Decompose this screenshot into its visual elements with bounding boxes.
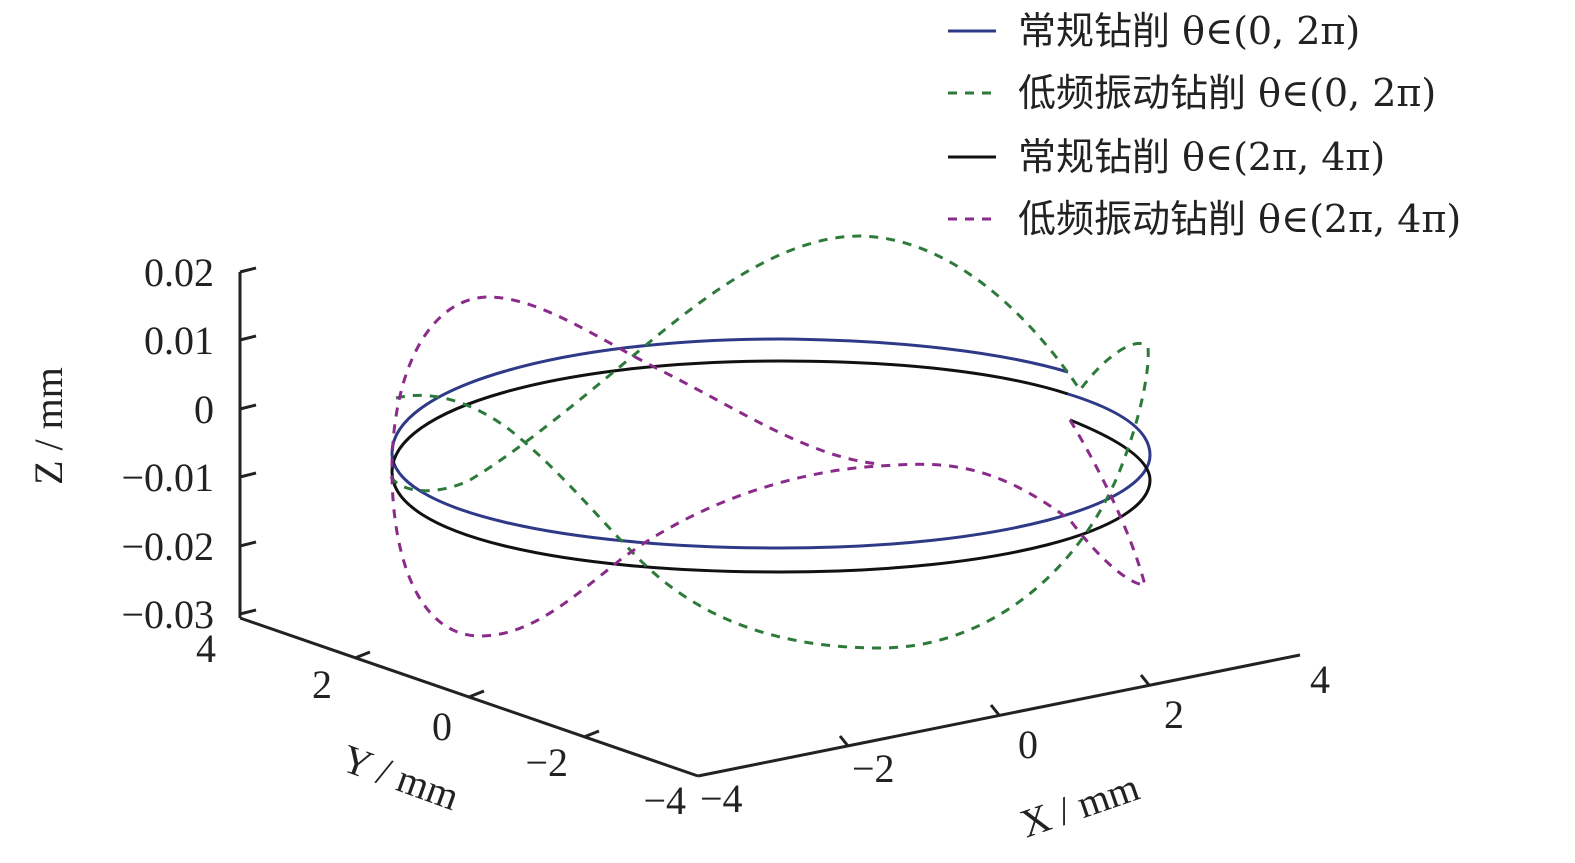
x-axis-line bbox=[697, 653, 1301, 778]
z-tick-mark bbox=[239, 334, 257, 342]
z-ticks: 0.02 0.01 0 −0.01 −0.02 −0.03 bbox=[121, 250, 257, 637]
y-tick-label: −2 bbox=[525, 740, 568, 785]
z-tick-mark bbox=[239, 608, 257, 616]
legend-label: 常规钻削 θ∈(0, 2π) bbox=[1018, 9, 1360, 53]
z-tick-mark bbox=[239, 471, 257, 479]
z-tick-label: 0.02 bbox=[144, 250, 214, 295]
legend: 常规钻削 θ∈(0, 2π) 低频振动钻削 θ∈(0, 2π) 常规钻削 θ∈(… bbox=[948, 9, 1461, 241]
z-tick-label: 0 bbox=[194, 387, 214, 432]
x-ticks: −4 −2 0 2 4 bbox=[700, 657, 1330, 821]
x-tick-label: 0 bbox=[1018, 722, 1038, 767]
z-tick-mark bbox=[239, 403, 257, 411]
z-tick-mark bbox=[239, 540, 257, 548]
x-tick-label: 4 bbox=[1310, 657, 1330, 702]
x-tick-label: −4 bbox=[700, 776, 743, 821]
x-tick-mark bbox=[838, 735, 850, 747]
series-line-vibration-0-2pi bbox=[388, 234, 1150, 650]
y-tick-label: −4 bbox=[643, 778, 686, 823]
x-tick-mark bbox=[989, 704, 1001, 716]
y-tick-label: 4 bbox=[196, 626, 216, 671]
z-tick-label: −0.02 bbox=[121, 524, 214, 569]
z-tick-label: −0.03 bbox=[121, 592, 214, 637]
axes bbox=[238, 272, 1301, 778]
plot-series bbox=[388, 234, 1152, 650]
y-tick-label: 0 bbox=[432, 704, 452, 749]
y-tick-mark bbox=[468, 689, 485, 699]
z-tick-mark bbox=[239, 266, 257, 274]
legend-label: 低频振动钻削 θ∈(2π, 4π) bbox=[1018, 197, 1461, 241]
z-axis-title: Z / mm bbox=[26, 367, 71, 485]
z-tick-label: −0.01 bbox=[121, 455, 214, 500]
x-tick-mark bbox=[1139, 674, 1151, 686]
series-line-vibration-2pi-4pi bbox=[390, 295, 1147, 638]
y-tick-label: 2 bbox=[312, 662, 332, 707]
legend-label: 常规钻削 θ∈(2π, 4π) bbox=[1018, 135, 1385, 179]
series-line-conventional-0-2pi bbox=[390, 337, 1152, 550]
y-tick-mark bbox=[354, 650, 371, 660]
z-tick-label: 0.01 bbox=[144, 318, 214, 363]
y-tick-mark bbox=[583, 729, 600, 739]
x-tick-label: −2 bbox=[852, 746, 895, 791]
y-ticks: 4 2 0 −2 −4 bbox=[196, 626, 686, 823]
x-axis-title: X / mm bbox=[1014, 764, 1144, 846]
series-line-conventional-2pi-4pi bbox=[390, 359, 1152, 574]
legend-label: 低频振动钻削 θ∈(0, 2π) bbox=[1018, 71, 1436, 115]
x-tick-label: 2 bbox=[1164, 692, 1184, 737]
